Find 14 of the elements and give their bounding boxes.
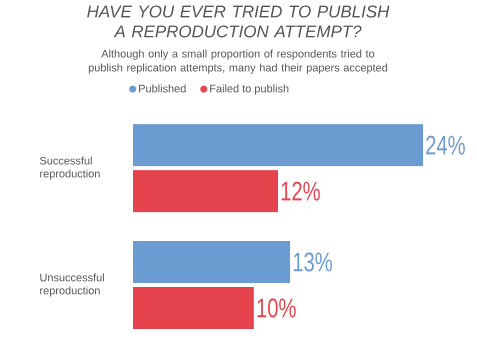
legend-label: Published — [139, 84, 186, 92]
y-tick-label: Successful reproduction — [40, 156, 100, 180]
data-label: 13% — [294, 252, 332, 272]
legend-label: Failed to publish — [210, 84, 288, 95]
bar — [133, 124, 424, 166]
data-label: 10% — [258, 298, 296, 318]
chart-subtitle: Although only a small proportion of respondents tried to publish replication attempts, many had their papers accepted — [88, 50, 388, 74]
data-label: 24% — [426, 136, 465, 155]
data-label: 12% — [282, 182, 320, 201]
bar — [133, 240, 290, 283]
y-tick-label: Unsuccessful reproduction — [40, 273, 104, 297]
bar — [133, 170, 278, 212]
chart-title: HAVE YOU EVER TRIED TO PUBLISH A REPRODUCTION ATTEMPT? — [87, 6, 390, 38]
bar — [133, 286, 254, 329]
